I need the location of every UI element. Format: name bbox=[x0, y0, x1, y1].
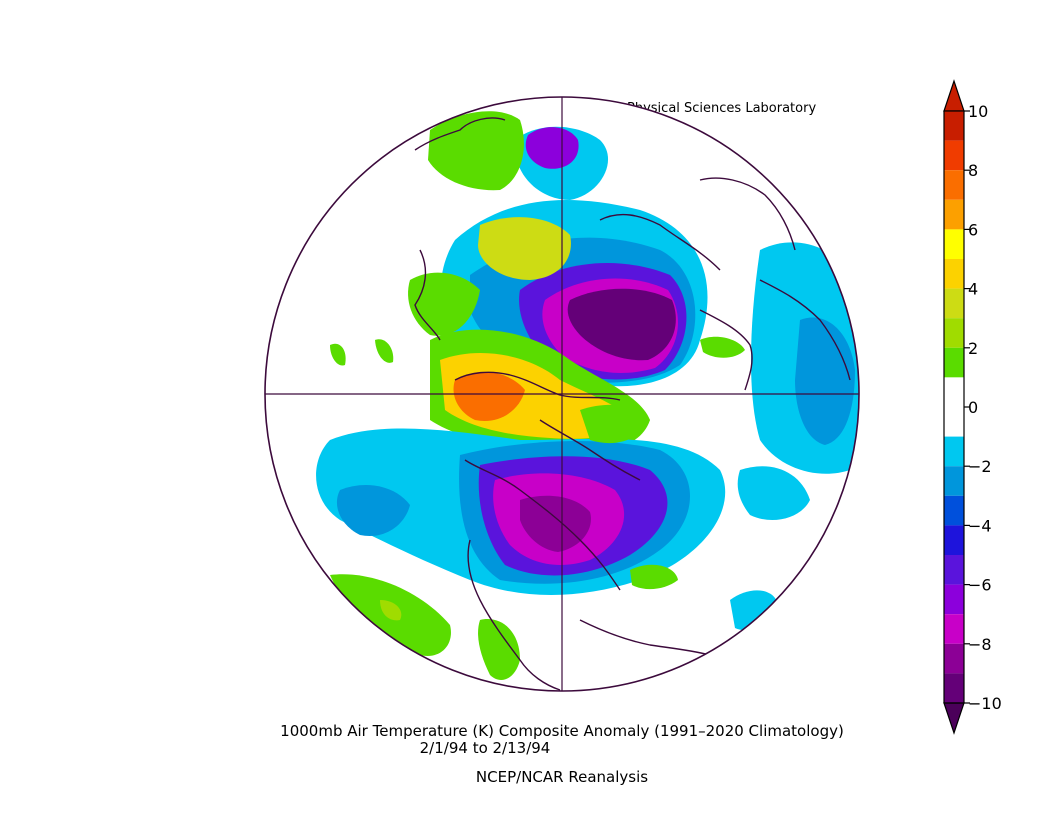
anomaly-region-pacific-cool bbox=[336, 485, 410, 536]
coastlines bbox=[414, 117, 851, 691]
colorbar-bin bbox=[944, 288, 964, 319]
anomaly-region-green-west bbox=[408, 272, 480, 336]
anomaly-region-se-cool bbox=[730, 590, 778, 631]
colorbar-tick-label: 6 bbox=[968, 220, 978, 239]
colorbar-tick-label: 0 bbox=[968, 398, 978, 417]
anomaly-region-siberia-core bbox=[567, 288, 676, 361]
anomaly-region-green-ne bbox=[428, 111, 524, 191]
colorbar-tick-label: 4 bbox=[968, 280, 978, 299]
colorbar-tick-label: −4 bbox=[968, 516, 992, 535]
anomaly-region-na-core bbox=[520, 495, 591, 552]
colorbar-bin bbox=[944, 377, 964, 437]
colorbar-bin bbox=[944, 584, 964, 615]
anomaly-region-gulf-green bbox=[630, 564, 678, 590]
colorbar-bin bbox=[944, 259, 964, 289]
anomaly-region-south-green bbox=[478, 619, 520, 680]
anomaly-region-arctic-green bbox=[580, 404, 650, 444]
footer-source: NCEP/NCAR Reanalysis bbox=[476, 768, 648, 786]
colorbar-tick-label: −2 bbox=[968, 457, 992, 476]
polar-map bbox=[265, 97, 859, 691]
colorbar-bin bbox=[944, 318, 964, 348]
anomaly-region-warm-core bbox=[453, 371, 525, 421]
colorbar-bin bbox=[944, 436, 964, 467]
colorbar-bin bbox=[944, 525, 964, 555]
colorbar-bin bbox=[944, 555, 964, 585]
anomaly-region-sw-green-core bbox=[380, 600, 402, 621]
colorbar-bin bbox=[944, 140, 964, 171]
colorbar-bin bbox=[944, 643, 964, 674]
anomaly-region-islands-green-2 bbox=[375, 339, 394, 363]
colorbar-arrow-bottom bbox=[943, 702, 965, 735]
colorbar-bin bbox=[944, 170, 964, 200]
map-boundary bbox=[264, 96, 860, 692]
anomaly-region-east-green bbox=[700, 336, 745, 358]
footer-title-line2: 2/1/94 to 2/13/94 bbox=[420, 739, 551, 757]
colorbar-tick-label: −10 bbox=[968, 694, 1002, 713]
colorbar-tick-label: 8 bbox=[968, 161, 978, 180]
anomaly-region-yellow-arctic bbox=[478, 217, 571, 280]
anomaly-region-islands-green-1 bbox=[330, 343, 346, 366]
colorbar-bin bbox=[944, 466, 964, 496]
colorbar-tick-label: −6 bbox=[968, 576, 992, 595]
colorbar-bin bbox=[944, 199, 964, 230]
colorbar-bin bbox=[944, 495, 964, 526]
anomaly-region-atlantic-core bbox=[795, 317, 855, 445]
colorbar-tick-label: −8 bbox=[968, 635, 992, 654]
colorbar-bin bbox=[944, 111, 964, 141]
colorbar-tick-label: 2 bbox=[968, 339, 978, 358]
footer-title-line1: 1000mb Air Temperature (K) Composite Ano… bbox=[280, 722, 844, 740]
anomaly-region-kamchatka-core bbox=[525, 127, 579, 169]
colorbar-tick-label: 10 bbox=[968, 102, 988, 121]
colorbar: 10 8 6 4 2 0 −2 −4 −6 −8 −10 bbox=[943, 79, 1002, 735]
colorbar-bin bbox=[944, 614, 964, 644]
colorbar-bin bbox=[944, 229, 964, 259]
colorbar-bin bbox=[944, 347, 964, 378]
colorbar-bin bbox=[944, 673, 964, 703]
anomaly-region-east-cool bbox=[737, 466, 810, 520]
colorbar-arrow-top bbox=[943, 79, 965, 112]
